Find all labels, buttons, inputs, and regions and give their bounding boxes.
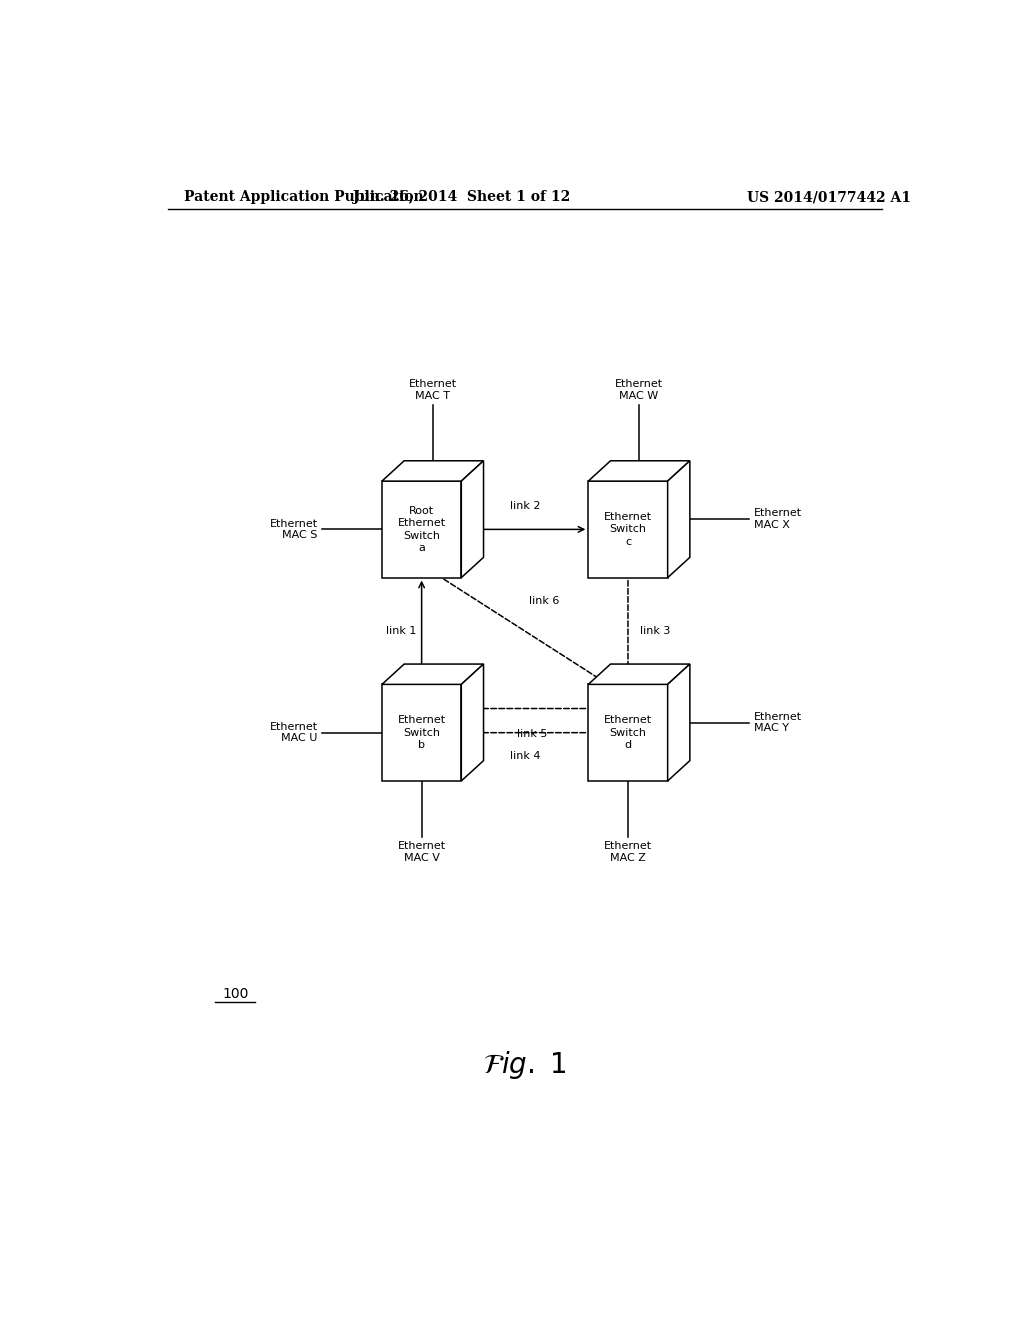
Text: Ethernet
MAC Y: Ethernet MAC Y [754, 711, 802, 734]
Polygon shape [461, 461, 483, 578]
Text: 100: 100 [222, 987, 249, 1001]
Polygon shape [668, 461, 690, 578]
Text: Ethernet
MAC Z: Ethernet MAC Z [604, 841, 652, 862]
Text: link 6: link 6 [528, 595, 559, 606]
Text: US 2014/0177442 A1: US 2014/0177442 A1 [748, 190, 911, 205]
Text: link 4: link 4 [510, 751, 540, 760]
Text: Ethernet
MAC V: Ethernet MAC V [397, 841, 445, 862]
Text: Ethernet
MAC X: Ethernet MAC X [754, 508, 802, 531]
Polygon shape [382, 664, 483, 684]
Text: Ethernet
MAC S: Ethernet MAC S [269, 519, 317, 540]
Text: Patent Application Publication: Patent Application Publication [183, 190, 423, 205]
Text: link 3: link 3 [640, 626, 671, 636]
Text: link 5: link 5 [517, 729, 547, 739]
Text: link 1: link 1 [386, 626, 417, 636]
Text: Ethernet
Switch
c: Ethernet Switch c [604, 512, 652, 546]
Text: $\mathcal{F}$$\mathit{ig.\ 1}$: $\mathcal{F}$$\mathit{ig.\ 1}$ [483, 1049, 566, 1081]
Polygon shape [382, 461, 483, 480]
Text: Jun. 26, 2014  Sheet 1 of 12: Jun. 26, 2014 Sheet 1 of 12 [352, 190, 570, 205]
Polygon shape [382, 684, 461, 781]
Text: Root
Ethernet
Switch
a: Root Ethernet Switch a [397, 506, 445, 553]
Text: Ethernet
Switch
b: Ethernet Switch b [397, 715, 445, 750]
Polygon shape [382, 480, 461, 578]
Text: Ethernet
MAC U: Ethernet MAC U [269, 722, 317, 743]
Text: Ethernet
MAC W: Ethernet MAC W [615, 379, 664, 401]
Text: link 2: link 2 [510, 502, 540, 511]
Polygon shape [588, 461, 690, 480]
Polygon shape [461, 664, 483, 781]
Polygon shape [588, 480, 668, 578]
Polygon shape [588, 684, 668, 781]
Polygon shape [588, 664, 690, 684]
Polygon shape [668, 664, 690, 781]
Text: Ethernet
Switch
d: Ethernet Switch d [604, 715, 652, 750]
Text: Ethernet
MAC T: Ethernet MAC T [409, 379, 457, 401]
